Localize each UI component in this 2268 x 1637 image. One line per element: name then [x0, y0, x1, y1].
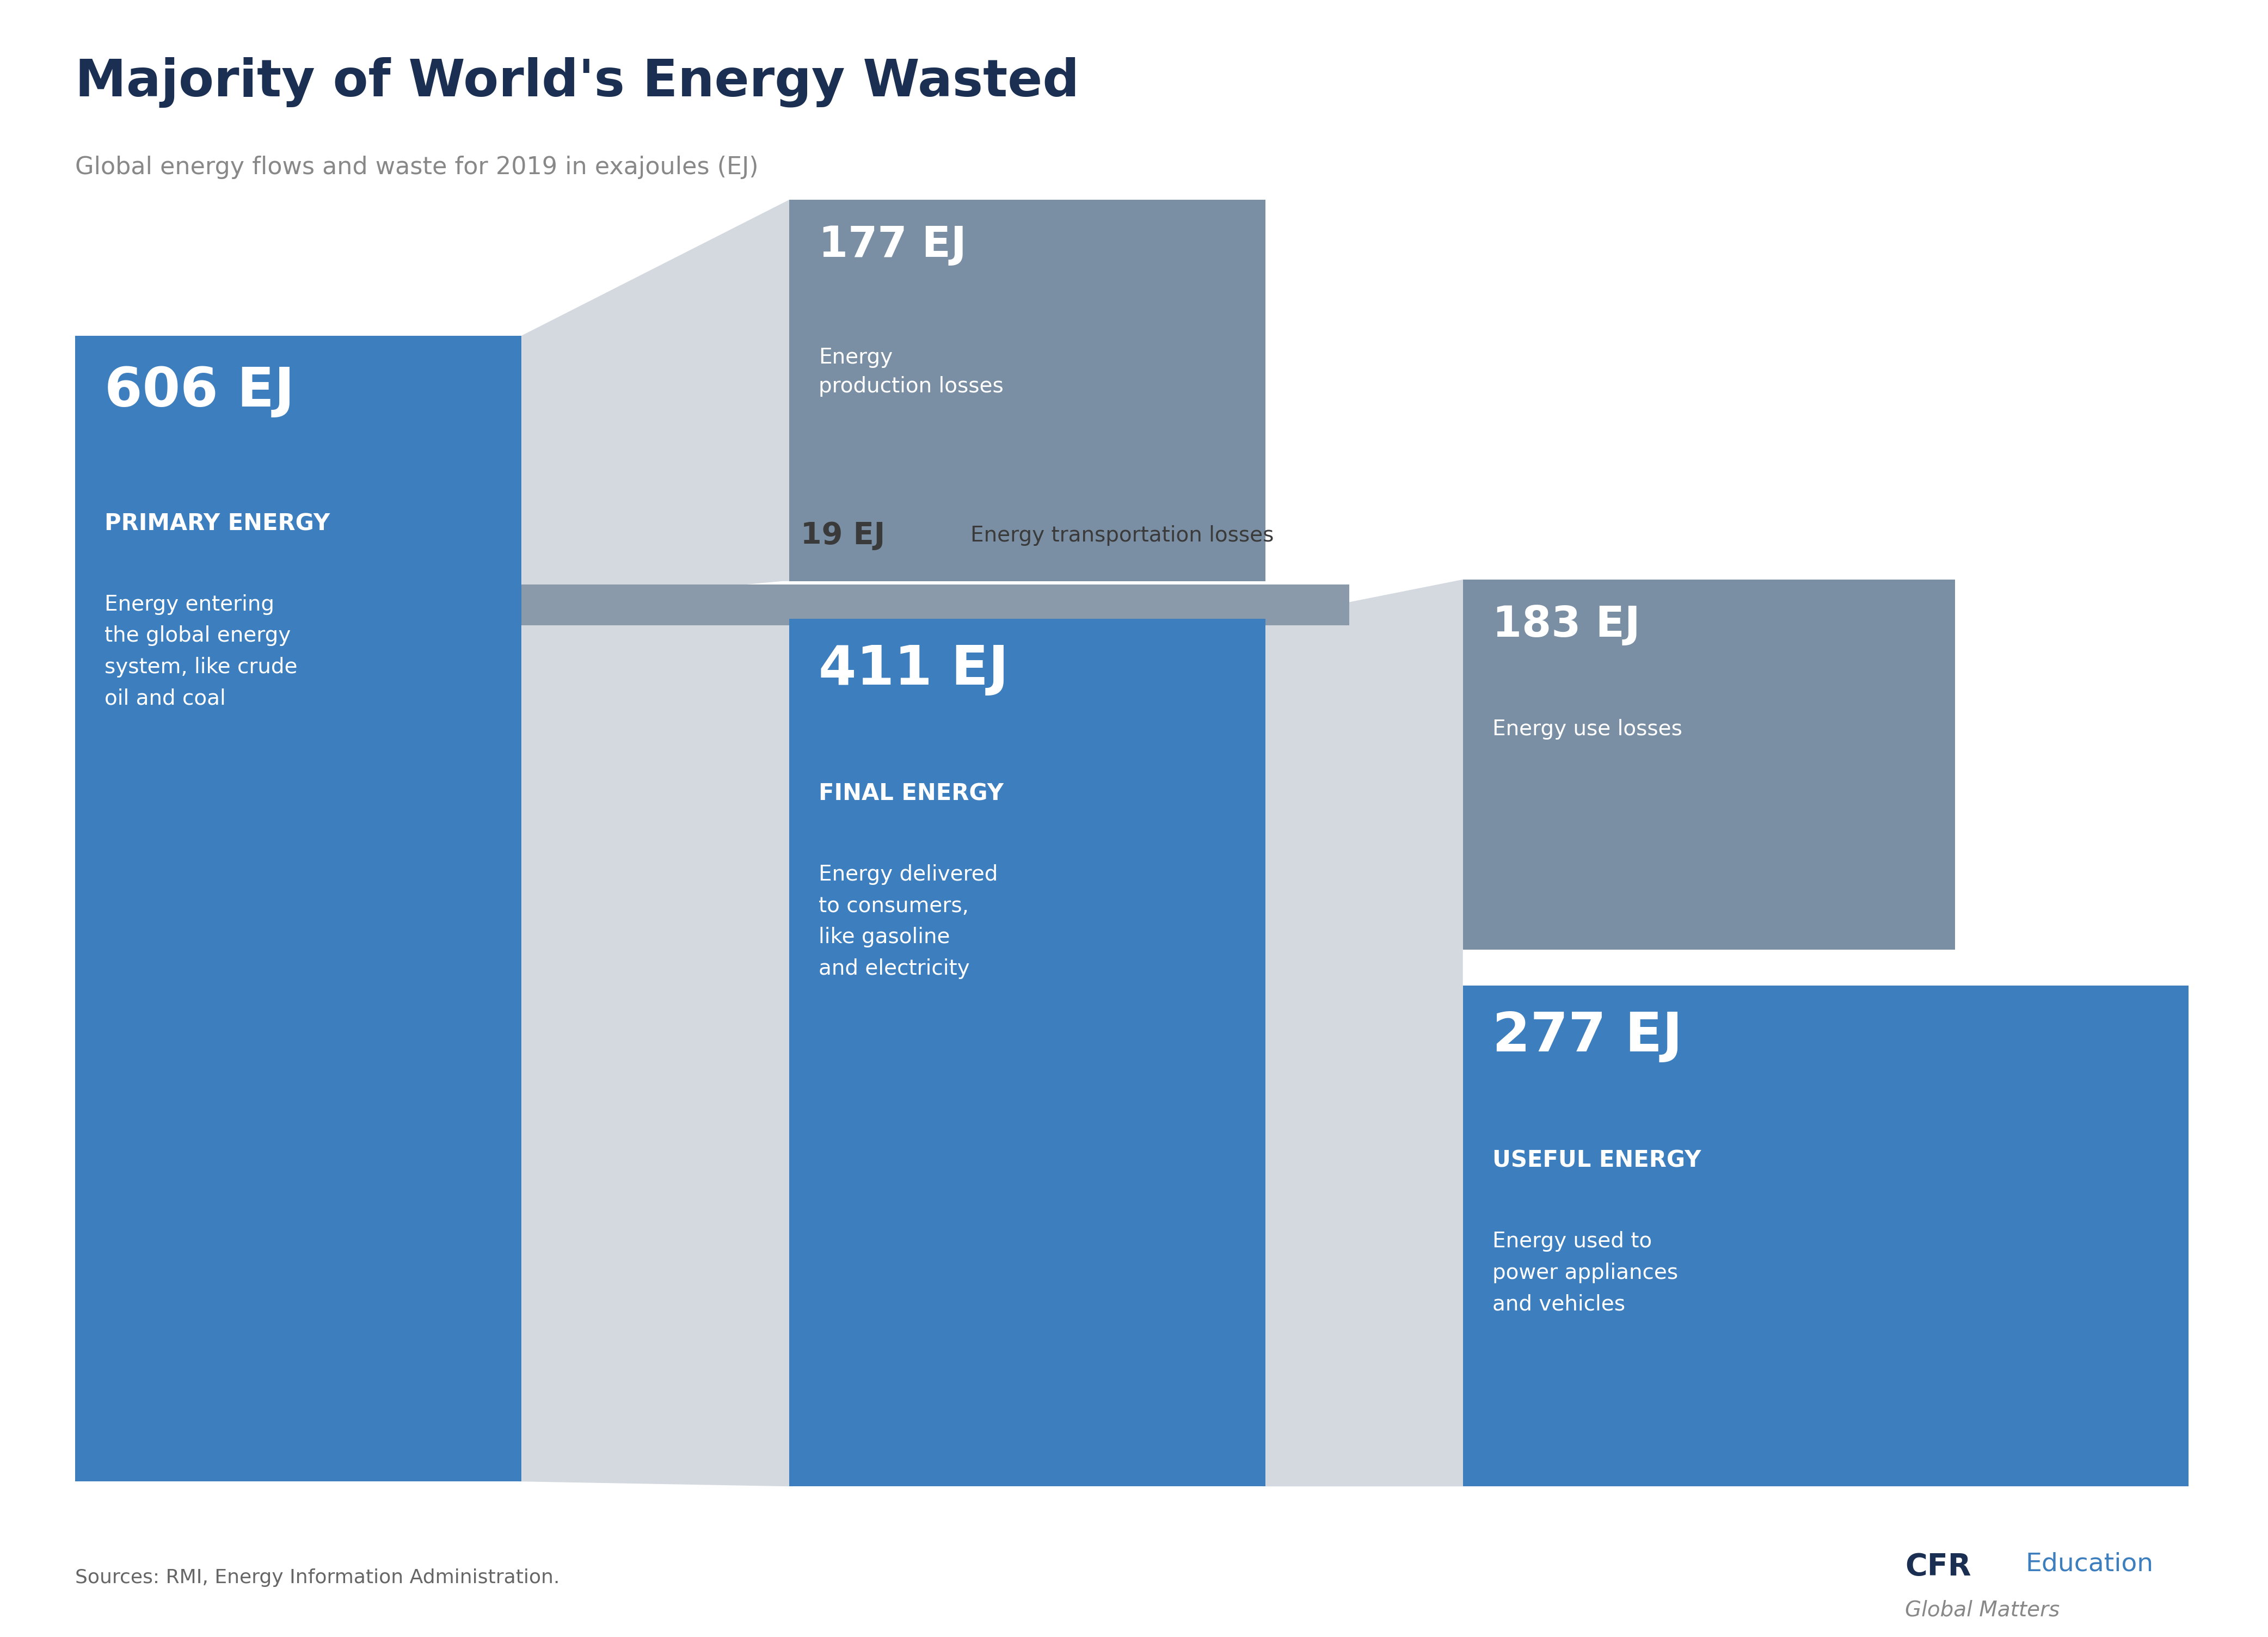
- Text: FINAL ENERGY: FINAL ENERGY: [819, 782, 1005, 805]
- Text: Energy entering
the global energy
system, like crude
oil and coal: Energy entering the global energy system…: [104, 594, 297, 709]
- Text: Global energy flows and waste for 2019 in exajoules (EJ): Global energy flows and waste for 2019 i…: [75, 156, 758, 178]
- Text: USEFUL ENERGY: USEFUL ENERGY: [1492, 1149, 1701, 1172]
- Text: 183 EJ: 183 EJ: [1492, 604, 1640, 645]
- Text: 606 EJ: 606 EJ: [104, 365, 295, 417]
- Text: Energy
production losses: Energy production losses: [819, 347, 1005, 396]
- Text: 177 EJ: 177 EJ: [819, 224, 966, 265]
- Text: Energy transportation losses: Energy transportation losses: [971, 525, 1275, 545]
- Bar: [789, 619, 1266, 1486]
- Text: Energy use losses: Energy use losses: [1492, 719, 1683, 740]
- Text: 277 EJ: 277 EJ: [1492, 1010, 1683, 1062]
- Text: Majority of World's Energy Wasted: Majority of World's Energy Wasted: [75, 57, 1080, 108]
- Polygon shape: [522, 584, 1349, 625]
- Bar: [75, 336, 522, 1481]
- Polygon shape: [522, 200, 789, 1486]
- Polygon shape: [1266, 579, 2189, 1486]
- Text: Global Matters: Global Matters: [1905, 1599, 2059, 1621]
- Bar: [789, 200, 1266, 581]
- Text: Energy delivered
to consumers,
like gasoline
and electricity: Energy delivered to consumers, like gaso…: [819, 864, 998, 979]
- Bar: [1463, 985, 2189, 1486]
- Text: Energy used to
power appliances
and vehicles: Energy used to power appliances and vehi…: [1492, 1231, 1678, 1315]
- Text: Education: Education: [2025, 1552, 2152, 1576]
- Text: PRIMARY ENERGY: PRIMARY ENERGY: [104, 512, 329, 535]
- Text: Sources: RMI, Energy Information Administration.: Sources: RMI, Energy Information Adminis…: [75, 1568, 560, 1586]
- Text: 19 EJ: 19 EJ: [801, 521, 885, 550]
- Text: CFR: CFR: [1905, 1552, 1971, 1581]
- Text: 411 EJ: 411 EJ: [819, 643, 1009, 696]
- Bar: [1463, 579, 1955, 949]
